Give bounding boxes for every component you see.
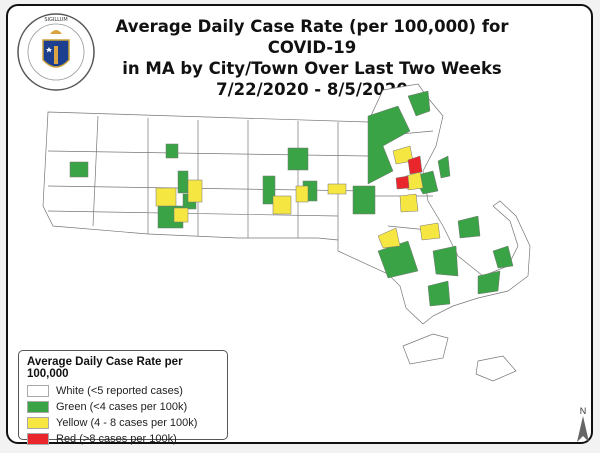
legend-label: Red (>8 cases per 100k) [56,433,177,445]
title-line-1: Average Daily Case Rate (per 100,000) fo… [115,17,509,57]
north-arrow: N [576,406,590,446]
north-arrow-icon [577,416,589,442]
legend-title: Average Daily Case Rate per 100,000 [27,356,183,380]
legend-label: Yellow (4 - 8 cases per 100k) [56,417,198,429]
legend-item-red: Red (>8 cases per 100k) [27,431,219,447]
legend-label: White (<5 reported cases) [56,385,183,397]
legend-item-green: Green (<4 cases per 100k) [27,399,219,415]
massachusetts-town-map [42,83,531,382]
massachusetts-seal-icon: SIGILLUM [17,13,95,91]
svg-text:SIGILLUM: SIGILLUM [44,17,67,23]
green-swatch [27,401,49,413]
legend-item-white: White (<5 reported cases) [27,383,219,399]
yellow-swatch [27,417,49,429]
north-label: N [579,406,587,416]
map-title: Average Daily Case Rate (per 100,000) fo… [112,16,512,100]
white-swatch [27,385,49,397]
map-frame: SIGILLUM Average Daily Case Rate (per 10… [6,4,593,446]
legend-item-yellow: Yellow (4 - 8 cases per 100k) [27,415,219,431]
map-legend: Average Daily Case Rate per 100,000 Whit… [18,350,228,445]
title-line-3: 7/22/2020 - 8/5/2020 [216,80,408,99]
title-line-2: in MA by City/Town Over Last Two Weeks [122,59,502,78]
red-swatch [27,433,49,445]
legend-label: Green (<4 cases per 100k) [56,401,188,413]
marthas-vineyard [402,333,449,365]
nantucket [475,355,517,382]
